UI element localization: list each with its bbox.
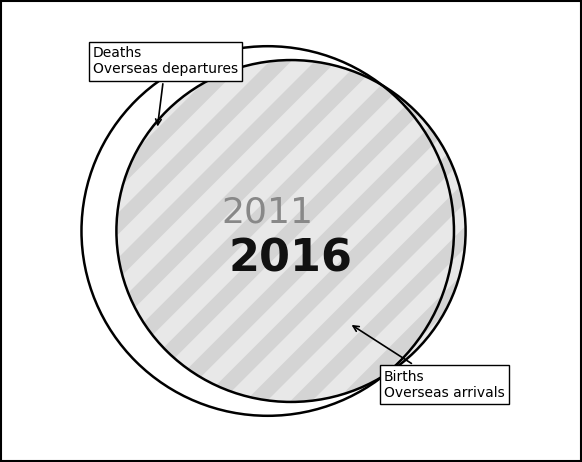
- Ellipse shape: [116, 60, 466, 402]
- Text: 2011: 2011: [222, 195, 314, 230]
- Text: Deaths
Overseas departures: Deaths Overseas departures: [93, 46, 238, 125]
- Text: Births
Overseas arrivals: Births Overseas arrivals: [353, 326, 505, 400]
- Text: 2016: 2016: [229, 237, 353, 280]
